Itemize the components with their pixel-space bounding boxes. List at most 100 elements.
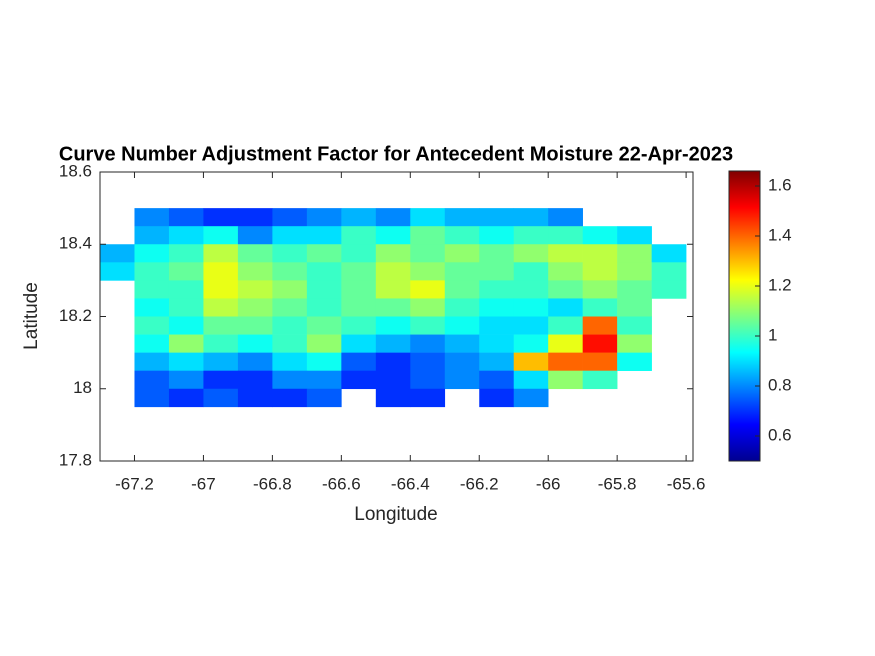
heat-cell — [134, 352, 170, 371]
heat-cell — [582, 298, 618, 317]
heat-cell — [341, 298, 377, 317]
heat-cell — [444, 244, 480, 263]
heat-cell — [100, 244, 135, 263]
x-tick-label: -66.8 — [253, 474, 292, 493]
heat-cell — [582, 244, 618, 263]
colorbar-tick-label: 1.2 — [768, 275, 792, 294]
heat-cell — [375, 208, 411, 227]
heat-cell — [341, 370, 377, 390]
heat-cell — [272, 352, 308, 371]
heat-cell — [582, 370, 618, 390]
x-tick-label: -65.6 — [667, 474, 706, 493]
y-tick-label: 18 — [73, 378, 92, 397]
heat-cell — [237, 226, 273, 245]
heat-cell — [168, 334, 204, 353]
heat-cell — [651, 280, 687, 299]
heat-cell — [272, 370, 308, 390]
heat-cell — [237, 370, 273, 390]
heat-cell — [341, 208, 377, 227]
heat-cell — [375, 334, 411, 353]
heat-cell — [134, 226, 170, 245]
heat-cell — [341, 226, 377, 245]
colorbar — [728, 170, 761, 462]
heat-cell — [168, 316, 204, 335]
heat-cell — [306, 316, 342, 335]
heat-cell — [548, 262, 583, 281]
colorbar-tick-label: 1 — [768, 325, 777, 344]
heat-cell — [168, 208, 204, 227]
heat-cell — [203, 226, 239, 245]
x-tick-label: -67 — [191, 474, 216, 493]
heat-cell — [306, 388, 342, 408]
heat-cell — [134, 388, 170, 408]
heat-cell — [444, 298, 480, 317]
heat-cell — [582, 226, 618, 245]
chart-title: Curve Number Adjustment Factor for Antec… — [59, 143, 733, 165]
heat-cell — [306, 352, 342, 371]
heat-cell — [479, 298, 515, 317]
heat-cell — [444, 262, 480, 281]
heat-cell — [203, 208, 239, 227]
heat-cell — [479, 334, 515, 353]
heat-cell — [203, 334, 239, 353]
heat-cell — [272, 244, 308, 263]
heat-cell — [410, 352, 446, 371]
heat-cell — [203, 316, 239, 335]
heat-cell — [237, 298, 273, 317]
heat-cell — [410, 388, 446, 408]
heat-cell — [375, 370, 411, 390]
heat-cell — [272, 334, 308, 353]
heat-cell — [168, 298, 204, 317]
heat-cell — [444, 370, 480, 390]
heat-cell — [617, 280, 652, 299]
heat-cell — [134, 298, 170, 317]
heat-cell — [410, 244, 446, 263]
heat-cell — [479, 352, 515, 371]
heat-cell — [341, 244, 377, 263]
x-tick-label: -65.8 — [598, 474, 637, 493]
heat-cell — [306, 262, 342, 281]
heat-cell — [479, 262, 515, 281]
heat-cell — [341, 334, 377, 353]
heat-cell — [375, 316, 411, 335]
heat-cell — [203, 298, 239, 317]
heat-cell — [410, 370, 446, 390]
heat-cell — [168, 388, 204, 408]
heat-cell — [513, 298, 549, 317]
heat-cell — [410, 316, 446, 335]
heat-cell — [548, 334, 583, 353]
x-axis-label: Longitude — [354, 504, 437, 525]
y-tick-label: 18.2 — [59, 306, 92, 325]
heat-cell — [548, 226, 583, 245]
heat-cell — [375, 226, 411, 245]
heat-cell — [168, 352, 204, 371]
heat-cell — [272, 262, 308, 281]
heat-cell — [203, 352, 239, 371]
heat-cell — [479, 280, 515, 299]
y-tick-label: 17.8 — [59, 450, 92, 469]
y-tick-label: 18.4 — [59, 234, 92, 253]
y-axis-label: Latitude — [21, 282, 42, 350]
heat-cell — [203, 280, 239, 299]
heat-cell — [582, 280, 618, 299]
colorbar-tick-label: 1.4 — [768, 225, 792, 244]
heat-cell — [341, 280, 377, 299]
heat-cell — [272, 388, 308, 408]
heat-cell — [617, 352, 652, 371]
heat-cell — [168, 370, 204, 390]
heat-cell — [444, 208, 480, 227]
heat-cell — [617, 334, 652, 353]
heat-cell — [444, 316, 480, 335]
heat-cell — [272, 280, 308, 299]
heat-cell — [651, 244, 687, 263]
heat-cell — [134, 334, 170, 353]
heat-cell — [410, 298, 446, 317]
heat-cell — [479, 316, 515, 335]
heat-cell — [479, 226, 515, 245]
heat-cell — [272, 226, 308, 245]
heat-cell — [134, 244, 170, 263]
heat-cell — [203, 262, 239, 281]
heat-cell — [375, 280, 411, 299]
heat-cell — [306, 280, 342, 299]
